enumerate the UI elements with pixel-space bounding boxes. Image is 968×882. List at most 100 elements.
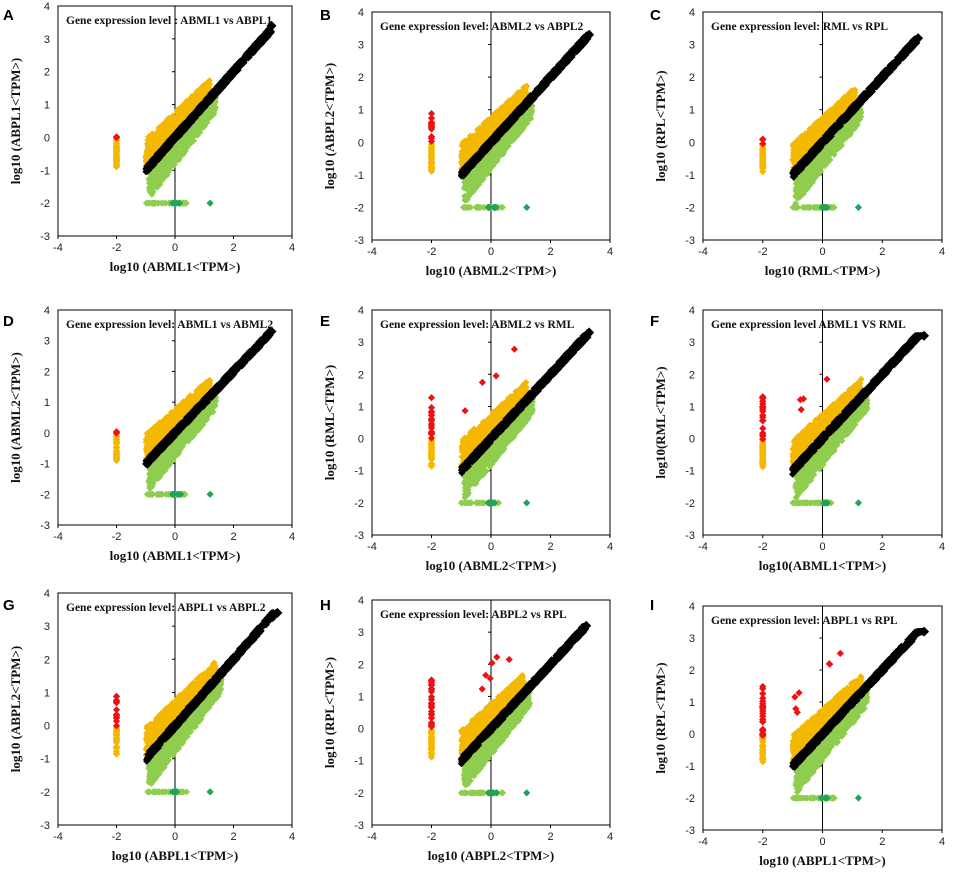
y-tick-label: 1 (689, 697, 695, 709)
y-tick-label: 4 (689, 601, 695, 613)
panel-I: -4 -2 0 2 4 -3 -2 -1 0 1 2 3 4 Gene expression level:… (650, 597, 945, 868)
y-tick-label: -1 (354, 466, 364, 478)
y-tick-label: 2 (358, 369, 364, 381)
y-tick-label: 3 (44, 34, 50, 46)
x-axis-label: log10 (ABML2<TPM>) (426, 558, 557, 573)
y-tick-label: 0 (358, 137, 364, 149)
points-up-regulated (112, 77, 214, 171)
y-tick-label: 2 (44, 654, 50, 666)
y-tick-label: 3 (358, 337, 364, 349)
y-tick-label: 0 (689, 729, 695, 741)
max-point (919, 626, 930, 637)
x-tick-label: 2 (230, 531, 236, 543)
x-tick-label: -4 (698, 836, 708, 848)
y-tick-label: 0 (689, 137, 695, 149)
points-up-regulated (427, 82, 531, 176)
x-tick-label: -2 (427, 831, 437, 843)
x-tick-label: 4 (289, 831, 295, 843)
points-unchanged (789, 332, 928, 478)
x-tick-label: -2 (427, 541, 437, 553)
y-tick-label: -2 (685, 498, 695, 510)
points-down-significant (484, 499, 531, 507)
chart-title: Gene expression level ABML1 VS RML (711, 319, 906, 331)
x-tick-label: 4 (939, 246, 945, 258)
panel-E: -4 -2 0 2 4 -3 -2 -1 0 1 2 3 4 Gene expression level:… (320, 305, 613, 573)
y-tick-label: 3 (44, 336, 50, 348)
x-tick-label: 4 (939, 541, 945, 553)
y-tick-label: -1 (40, 459, 50, 471)
x-tick-label: 2 (547, 541, 553, 553)
points-down-regulated (142, 90, 220, 207)
chart-title: Gene expression level : ABML1 vs ABPL1 (66, 15, 272, 27)
y-tick-label: -3 (354, 530, 364, 542)
x-tick-label: 4 (289, 531, 295, 543)
x-tick-label: -2 (112, 531, 122, 543)
x-tick-label: 4 (607, 831, 613, 843)
max-point (266, 326, 277, 337)
points-unchanged (789, 34, 922, 181)
panel-H: -4 -2 0 2 4 -3 -2 -1 0 1 2 3 4 Gene expression level:… (320, 595, 613, 863)
x-tick-label: -4 (53, 831, 63, 843)
y-tick-label: 4 (358, 305, 364, 317)
x-tick-label: 2 (879, 541, 885, 553)
y-tick-label: 1 (358, 401, 364, 413)
x-tick-label: 0 (172, 531, 178, 543)
y-tick-label: 1 (689, 401, 695, 413)
y-tick-label: -2 (354, 498, 364, 510)
y-axis-label: log10(RML<TPM>) (653, 366, 668, 478)
panel-F: -4 -2 0 2 4 -3 -2 -1 0 1 2 3 4 Gene expression level … (650, 305, 945, 573)
x-axis-label: log10 (ABML2<TPM>) (426, 263, 557, 278)
x-tick-label: -2 (112, 242, 122, 254)
max-point (913, 33, 924, 44)
y-tick-label: -3 (40, 520, 50, 532)
points-unchanged (142, 327, 276, 469)
y-axis-label: log10 (ABPL1<TPM>) (8, 58, 23, 184)
y-tick-label: 4 (358, 7, 364, 19)
y-tick-label: -1 (685, 761, 695, 773)
points-up-regulated (112, 659, 220, 760)
panel-letter: G (3, 597, 15, 614)
x-tick-label: 0 (172, 831, 178, 843)
points-up-regulated (427, 672, 527, 762)
y-tick-label: -3 (40, 231, 50, 243)
y-tick-label: 4 (689, 7, 695, 19)
y-tick-label: -1 (354, 756, 364, 768)
points-unchanged (143, 609, 281, 765)
max-point (581, 620, 592, 631)
x-tick-label: -4 (698, 541, 708, 553)
x-tick-label: 4 (607, 246, 613, 258)
points-up-regulated (112, 376, 214, 465)
y-tick-label: 2 (689, 665, 695, 677)
y-tick-label: -3 (685, 530, 695, 542)
y-tick-label: 2 (689, 72, 695, 84)
y-tick-label: 3 (358, 627, 364, 639)
x-tick-label: 2 (879, 246, 885, 258)
x-tick-label: -4 (367, 246, 377, 258)
x-tick-label: -2 (427, 246, 437, 258)
y-tick-label: -1 (40, 165, 50, 177)
points-down-significant (817, 794, 862, 802)
y-tick-label: 0 (358, 724, 364, 736)
y-tick-label: -2 (40, 489, 50, 501)
points-down-regulated (144, 673, 225, 796)
y-tick-label: 2 (358, 72, 364, 84)
x-tick-label: 2 (547, 246, 553, 258)
y-tick-label: 2 (358, 659, 364, 671)
y-tick-label: 4 (358, 595, 364, 607)
points-up-regulated (759, 673, 865, 767)
panel-letter: C (650, 7, 661, 24)
points-down-regulated (789, 100, 865, 211)
points-up-significant (112, 133, 121, 142)
x-tick-label: -2 (758, 246, 768, 258)
panel-A: -4 -2 0 2 4 -3 -2 -1 0 1 2 3 4 Gene expression level … (3, 1, 295, 274)
panel-letter: F (650, 313, 659, 330)
y-tick-label: -3 (354, 235, 364, 247)
y-tick-label: -3 (685, 825, 695, 837)
y-tick-label: 0 (44, 132, 50, 144)
points-up-significant (759, 375, 831, 443)
y-tick-label: 3 (358, 40, 364, 52)
x-axis-label: log10 (ABPL2<TPM>) (428, 848, 554, 863)
y-axis-label: log10 (RPL<TPM>) (653, 70, 668, 181)
y-tick-label: -3 (685, 235, 695, 247)
